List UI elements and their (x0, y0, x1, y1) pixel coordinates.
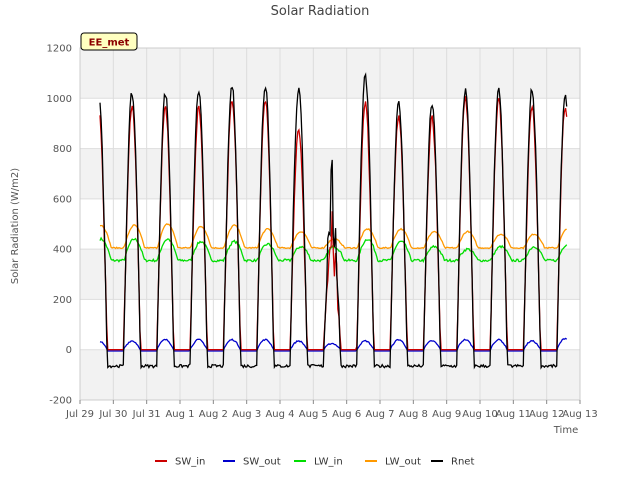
x-tick-label: Aug 8 (399, 409, 428, 420)
series-line-sw-out (99, 337, 568, 352)
y-tick-label: 1000 (47, 94, 72, 105)
station-badge-label: EE_met (89, 38, 130, 49)
x-axis-title: Time (553, 425, 578, 436)
series-layer (99, 72, 568, 370)
y-tick-label: 0 (66, 345, 72, 356)
y-tick-label: 400 (53, 245, 72, 256)
series-line-sw-in (99, 96, 568, 351)
series-line-rnet (99, 72, 568, 370)
y-tick-label: 200 (53, 295, 72, 306)
x-tick-label: Aug 7 (365, 409, 394, 420)
legend-item-rnet: Rnet (431, 457, 474, 468)
station-badge-box (80, 32, 138, 51)
x-tick-label: Aug 12 (529, 409, 564, 420)
legend-label: Rnet (451, 457, 474, 468)
legend-item-lw-in: LW_in (294, 457, 343, 468)
x-tick-label: Aug 6 (332, 409, 361, 420)
legend-label: SW_in (175, 457, 205, 468)
legend-label: LW_in (314, 457, 343, 468)
x-tick-label: Aug 11 (496, 409, 531, 420)
background-band (80, 48, 580, 99)
y-tick-label: -200 (49, 396, 72, 407)
legend-item-sw-out: SW_out (223, 457, 281, 468)
legend-item-lw-out: LW_out (365, 457, 421, 468)
x-tick-label: Aug 13 (562, 409, 597, 420)
x-tick-label: Jul 31 (132, 409, 161, 420)
legend-item-sw-in: SW_in (155, 457, 205, 468)
y-axis-title: Solar Radiation (W/m2) (10, 168, 21, 284)
background-band (80, 249, 580, 300)
plot-border (79, 47, 581, 401)
y-tick-label: 1200 (47, 44, 72, 55)
x-tick-label: Aug 10 (462, 409, 497, 420)
x-tick-label: Aug 9 (432, 409, 461, 420)
y-tick-label: 600 (53, 194, 72, 205)
station-badge: EE_met (80, 32, 138, 51)
x-axis-ticks: Jul 29 Jul 30 Jul 31 Aug 1 Aug 2 Aug 3 Aug 4 Au… (65, 400, 598, 420)
y-tick-label: 800 (53, 144, 72, 155)
background-band (80, 148, 580, 199)
x-tick-label: Jul 30 (98, 409, 127, 420)
legend-label: LW_out (385, 457, 421, 468)
x-tick-label: Jul 29 (65, 409, 94, 420)
background-band (80, 349, 580, 400)
chart-title: Solar Radiation (271, 4, 370, 19)
background-bands (80, 48, 580, 400)
x-tick-label: Aug 1 (165, 409, 194, 420)
x-tick-label: Aug 3 (232, 409, 261, 420)
x-tick-label: Aug 4 (265, 409, 294, 420)
x-tick-label: Aug 5 (299, 409, 328, 420)
y-axis-ticks: -200 0 200 400 600 800 1000 1200 (47, 44, 72, 407)
legend-label: SW_out (243, 457, 281, 468)
x-tick-label: Aug 2 (199, 409, 228, 420)
legend: SW_in SW_out LW_in LW_out Rnet (155, 457, 474, 468)
